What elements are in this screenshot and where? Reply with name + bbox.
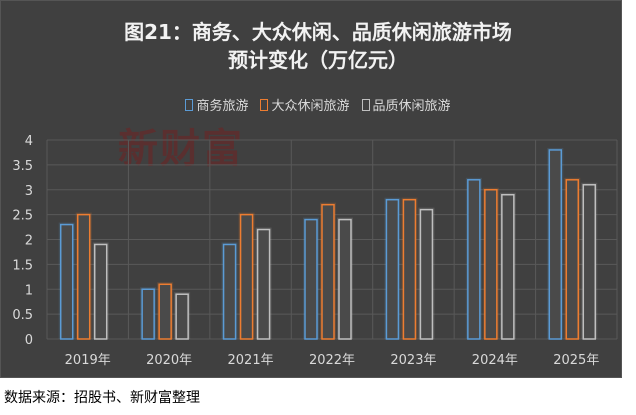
legend-swatch (185, 99, 194, 111)
bar (548, 149, 563, 340)
y-tick-label: 1 (25, 283, 33, 298)
bar (239, 213, 254, 340)
y-tick-label: 3.5 (12, 159, 33, 174)
y-tick-label: 1.5 (12, 258, 33, 273)
y-tick-label: 0.5 (12, 308, 33, 323)
x-tick-label: 2023年 (390, 353, 436, 368)
bar-chart: 0 0.5 1 1.5 2 2.5 3 3.5 4 2019年 2020年 2021年 2022年 202… (12, 134, 618, 368)
legend-label: 品质休闲旅游 (372, 99, 451, 114)
bar (385, 198, 400, 340)
bar (321, 203, 335, 340)
legend-swatch (361, 99, 370, 111)
x-tick-label: 2021年 (228, 353, 274, 368)
legend-swatch (260, 99, 269, 111)
bar (93, 243, 108, 340)
bar (175, 293, 189, 340)
legend: 商务旅游 大众休闲旅游 品质休闲旅游 (0, 95, 636, 114)
x-tick-label: 2022年 (309, 353, 355, 368)
bar (304, 218, 318, 340)
bar (501, 193, 515, 340)
x-tick-label: 2025年 (553, 353, 599, 368)
y-tick-label: 4 (25, 134, 33, 149)
bar (222, 243, 237, 340)
bar (484, 189, 498, 340)
bar (402, 198, 417, 340)
y-tick-label: 2 (25, 234, 33, 249)
bar (467, 179, 481, 340)
chart-subtitle: 预计变化（万亿元） (228, 48, 408, 72)
bar (582, 184, 597, 340)
x-tick-label: 2020年 (146, 353, 192, 368)
x-tick-label: 2024年 (472, 353, 518, 368)
source-note: 数据来源：招股书、新财富整理 (4, 390, 200, 406)
legend-label: 大众休闲旅游 (271, 99, 350, 114)
legend-item: 商务旅游 (185, 95, 248, 114)
bar (158, 283, 172, 340)
watermark: 新财富 (118, 125, 244, 172)
y-tick-label: 2.5 (12, 209, 33, 224)
legend-label: 商务旅游 (196, 99, 249, 114)
chart-title: 图21：商务、大众休闲、品质休闲旅游市场 (124, 20, 512, 44)
x-tick-label: 2019年 (65, 353, 111, 368)
bar (565, 179, 580, 340)
y-tick-label: 0 (25, 333, 33, 348)
y-tick-label: 3 (25, 184, 33, 199)
legend-item: 大众休闲旅游 (260, 95, 350, 114)
bar (338, 218, 352, 340)
legend-item: 品质休闲旅游 (361, 95, 451, 114)
bar (256, 228, 271, 340)
bar (59, 223, 74, 340)
bar (76, 213, 91, 340)
bar (419, 208, 434, 340)
bar (141, 288, 155, 340)
